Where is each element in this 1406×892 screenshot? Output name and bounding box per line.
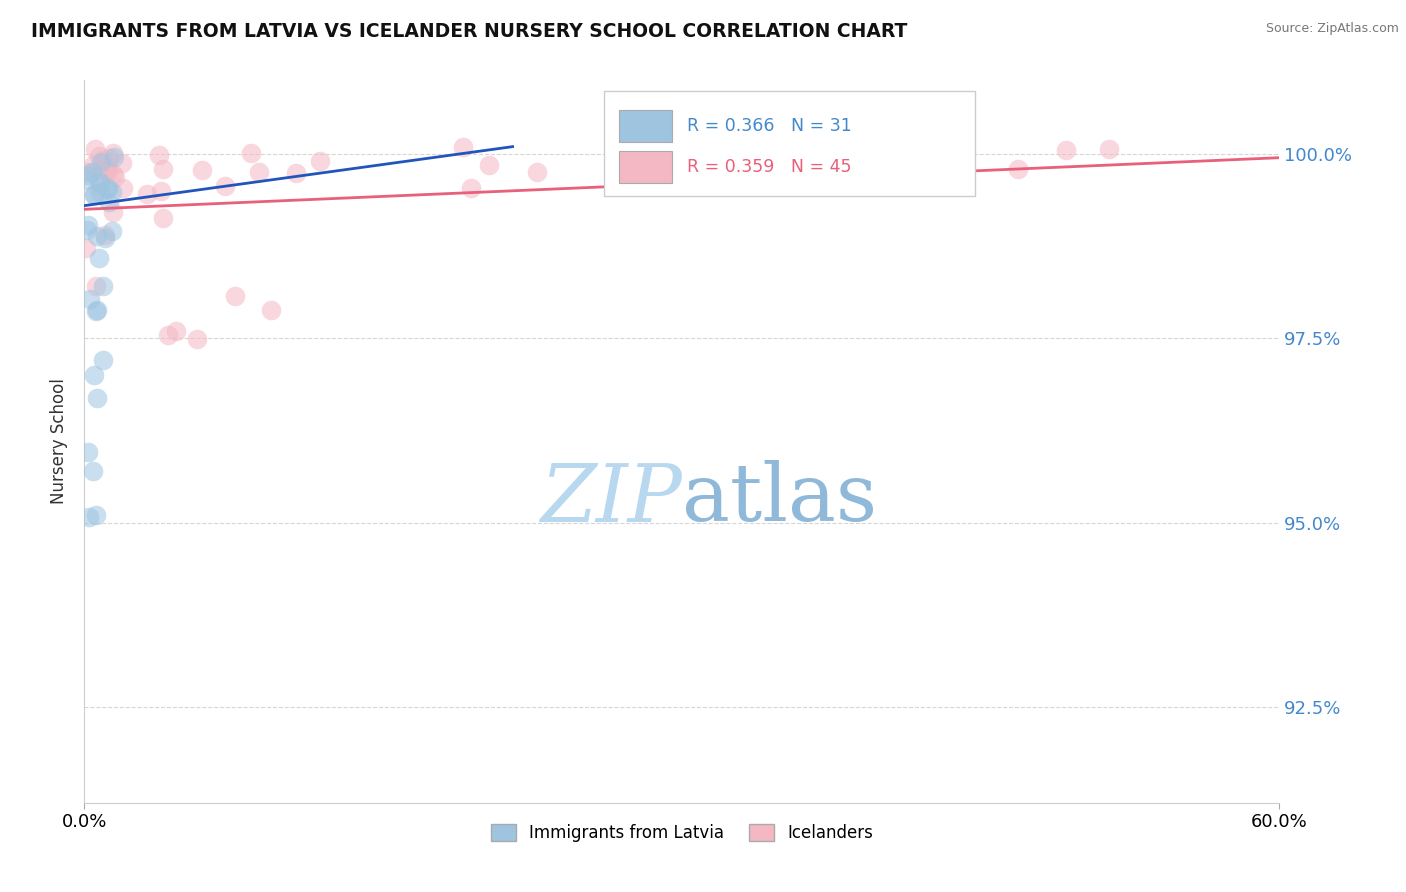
Point — [82, 158, 104, 172]
Point — [284, 166, 307, 180]
Point — [101, 185, 124, 199]
Point — [1054, 144, 1077, 158]
Point — [240, 146, 263, 161]
Text: ZIP: ZIP — [540, 460, 682, 538]
Text: atlas: atlas — [682, 460, 877, 539]
Point — [77, 173, 100, 187]
Point — [97, 194, 120, 209]
Point — [1098, 142, 1121, 156]
Point — [76, 164, 98, 178]
Point — [1007, 162, 1029, 177]
Point — [84, 508, 107, 523]
Point — [104, 170, 127, 185]
Point — [103, 150, 125, 164]
Point — [97, 181, 120, 195]
Point — [91, 353, 114, 368]
Point — [97, 161, 120, 176]
Point — [77, 510, 100, 524]
Point — [136, 187, 159, 202]
Point — [86, 391, 108, 405]
Point — [214, 178, 236, 193]
Point — [152, 161, 174, 176]
Point — [103, 167, 125, 181]
Point — [87, 174, 110, 188]
Point — [87, 251, 110, 265]
Point — [86, 303, 108, 318]
Point — [93, 227, 115, 242]
Legend: Immigrants from Latvia, Icelanders: Immigrants from Latvia, Icelanders — [484, 817, 880, 848]
Point — [103, 204, 125, 219]
Point — [309, 154, 332, 169]
Point — [152, 211, 174, 225]
Point — [83, 187, 105, 202]
Point — [97, 165, 120, 179]
Point — [186, 332, 208, 346]
Point — [84, 304, 107, 318]
Point — [111, 181, 134, 195]
Point — [86, 228, 108, 243]
Point — [77, 218, 100, 232]
Text: Source: ZipAtlas.com: Source: ZipAtlas.com — [1265, 22, 1399, 36]
Point — [83, 368, 105, 382]
Point — [76, 222, 98, 236]
Point — [83, 187, 105, 202]
Bar — [619, 151, 672, 183]
Point — [94, 230, 117, 244]
Point — [84, 279, 107, 293]
Point — [451, 140, 474, 154]
Text: R = 0.366   N = 31: R = 0.366 N = 31 — [686, 117, 852, 135]
Point — [924, 166, 946, 180]
Text: R = 0.359   N = 45: R = 0.359 N = 45 — [686, 158, 851, 176]
Point — [96, 161, 118, 176]
Text: IMMIGRANTS FROM LATVIA VS ICELANDER NURSERY SCHOOL CORRELATION CHART: IMMIGRANTS FROM LATVIA VS ICELANDER NURS… — [31, 22, 907, 41]
Point — [111, 156, 134, 170]
Point — [837, 152, 859, 166]
Point — [165, 324, 187, 338]
Point — [157, 327, 180, 342]
Point — [149, 184, 172, 198]
Point — [82, 165, 104, 179]
Point — [83, 142, 105, 156]
Point — [478, 158, 501, 172]
Point — [77, 445, 100, 459]
Point — [77, 168, 100, 182]
Point — [79, 292, 101, 306]
Point — [96, 182, 118, 196]
Point — [942, 162, 965, 177]
Point — [100, 224, 122, 238]
Point — [460, 181, 482, 195]
Point — [82, 464, 104, 478]
Point — [91, 153, 114, 167]
Point — [259, 303, 281, 318]
Point — [526, 165, 548, 179]
Point — [89, 185, 111, 199]
Point — [87, 149, 110, 163]
Point — [93, 278, 115, 293]
Point — [148, 148, 170, 162]
Point — [224, 289, 246, 303]
Bar — [619, 110, 672, 142]
Point — [93, 166, 115, 180]
Point — [98, 151, 121, 165]
Point — [90, 155, 112, 169]
FancyBboxPatch shape — [605, 91, 974, 196]
Point — [89, 176, 111, 190]
Y-axis label: Nursery School: Nursery School — [51, 378, 69, 505]
Point — [191, 162, 214, 177]
Point — [247, 165, 270, 179]
Point — [103, 146, 125, 161]
Point — [75, 241, 97, 255]
